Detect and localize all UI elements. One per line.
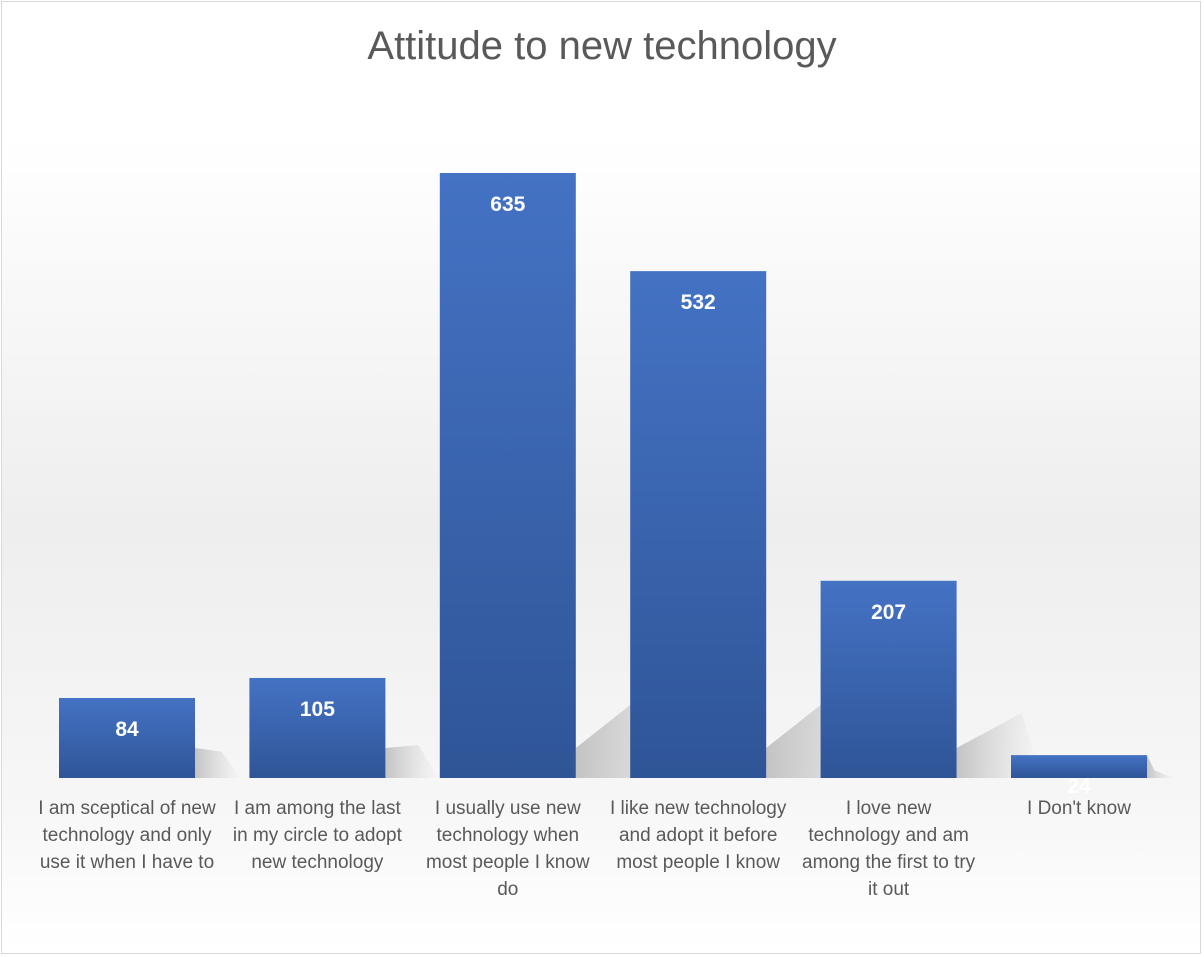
category-label: I am sceptical of new technology and onl… [38, 798, 216, 873]
bar [439, 173, 576, 778]
bar-shadow [1147, 755, 1175, 778]
bar [1011, 755, 1147, 778]
category-label: I am among the last in my circle to adop… [232, 798, 402, 873]
data-labels: 84 105 635 532 207 24 [115, 193, 1091, 798]
bar [249, 677, 386, 778]
data-label: 84 [115, 718, 139, 741]
bar [59, 697, 195, 778]
bar-shadow [385, 744, 439, 778]
data-label: 635 [490, 193, 525, 216]
data-label: 532 [681, 291, 716, 314]
category-label: I love new technology and am among the f… [802, 798, 976, 900]
bar [820, 580, 957, 778]
category-label: I usually use new technology when most p… [425, 798, 590, 900]
bar-shadow [195, 748, 242, 778]
data-label: 24 [1067, 775, 1091, 798]
bar [630, 271, 767, 778]
data-label: 207 [871, 601, 906, 624]
category-label: I Don't know [1027, 798, 1131, 819]
bars [59, 173, 1147, 778]
category-label: I like new technology and adopt it befor… [609, 798, 787, 873]
data-label: 105 [300, 698, 335, 721]
chart-title: Attitude to new technology [367, 24, 837, 68]
